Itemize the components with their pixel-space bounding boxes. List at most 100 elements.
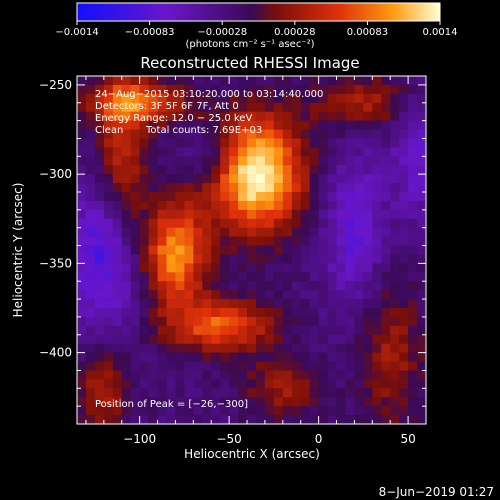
heatmap-cell: [157, 102, 167, 112]
heatmap-cell: [112, 388, 123, 398]
heatmap-cell: [193, 299, 203, 309]
heatmap-cell: [148, 379, 158, 389]
heatmap-cell: [220, 245, 230, 255]
heatmap-cell: [291, 370, 302, 380]
heatmap-cell: [309, 370, 319, 380]
heatmap-cell: [390, 388, 400, 398]
heatmap-cell: [390, 343, 400, 353]
x-axis-label: Heliocentric X (arcsec): [184, 447, 320, 461]
heatmap-cell: [247, 308, 257, 318]
heatmap-cell: [417, 254, 427, 264]
heatmap-cell: [139, 397, 149, 407]
heatmap-cell: [175, 200, 185, 211]
heatmap-cell: [363, 84, 373, 95]
heatmap-cell: [309, 102, 319, 112]
heatmap-cell: [130, 272, 140, 282]
heatmap-cell: [247, 299, 257, 309]
heatmap-cell: [372, 183, 382, 193]
heatmap-cell: [148, 111, 158, 121]
heatmap-cell: [85, 209, 96, 220]
heatmap: [77, 76, 427, 425]
heatmap-cell: [381, 299, 391, 309]
heatmap-cell: [175, 263, 185, 273]
heatmap-cell: [327, 209, 337, 220]
heatmap-cell: [85, 236, 96, 246]
heatmap-cell: [354, 388, 364, 398]
heatmap-cell: [282, 165, 293, 175]
heatmap-cell: [345, 308, 355, 318]
heatmap-cell: [184, 192, 194, 202]
heatmap-cell: [390, 174, 400, 184]
heatmap-cell: [166, 263, 176, 273]
heatmap-cell: [264, 129, 275, 139]
heatmap-cell: [229, 272, 239, 282]
heatmap-cell: [408, 156, 418, 166]
heatmap-cell: [291, 174, 302, 184]
heatmap-cell: [157, 281, 167, 291]
heatmap-cell: [300, 406, 310, 416]
heatmap-cell: [139, 183, 149, 193]
heatmap-cell: [336, 343, 346, 353]
heatmap-cell: [77, 325, 87, 336]
heatmap-cell: [318, 218, 328, 228]
heatmap-cell: [255, 397, 266, 407]
heatmap-cell: [157, 111, 167, 121]
heatmap-cell: [148, 352, 158, 362]
heatmap-cell: [130, 290, 140, 300]
heatmap-cell: [390, 415, 400, 425]
heatmap-cell: [148, 165, 158, 175]
heatmap-cell: [130, 361, 140, 371]
heatmap-cell: [175, 236, 185, 246]
heatmap-cell: [255, 308, 266, 318]
heatmap-cell: [184, 174, 194, 184]
heatmap-cell: [381, 129, 391, 139]
heatmap-cell: [85, 165, 96, 175]
heatmap-cell: [345, 361, 355, 371]
heatmap-cell: [94, 200, 105, 211]
heatmap-cell: [264, 218, 275, 228]
heatmap-cell: [372, 254, 382, 264]
heatmap-cell: [255, 379, 266, 389]
heatmap-cell: [112, 281, 123, 291]
heatmap-cell: [381, 218, 391, 228]
heatmap-cell: [103, 209, 114, 220]
heatmap-cell: [264, 272, 275, 282]
heatmap-cell: [408, 147, 418, 157]
heatmap-cell: [175, 93, 185, 104]
heatmap-cell: [94, 156, 105, 166]
heatmap-cell: [345, 263, 355, 273]
heatmap-cell: [399, 165, 409, 175]
heatmap-cell: [184, 281, 194, 291]
heatmap-cell: [247, 209, 257, 220]
heatmap-cell: [300, 290, 310, 300]
heatmap-cell: [354, 236, 364, 246]
heatmap-cell: [211, 415, 221, 425]
heatmap-cell: [318, 192, 328, 202]
heatmap-cell: [157, 343, 167, 353]
heatmap-cell: [148, 263, 158, 273]
heatmap-cell: [238, 370, 248, 380]
heatmap-cell: [381, 120, 391, 130]
heatmap-cell: [300, 254, 310, 264]
heatmap-cell: [166, 156, 176, 166]
heatmap-cell: [417, 93, 427, 104]
heatmap-cell: [229, 352, 239, 362]
heatmap-cell: [220, 325, 230, 336]
heatmap-cell: [318, 379, 328, 389]
heatmap-cell: [211, 209, 221, 220]
heatmap-cell: [363, 93, 373, 104]
heatmap-cell: [220, 316, 230, 327]
heatmap-cell: [345, 183, 355, 193]
heatmap-cell: [77, 361, 87, 371]
heatmap-cell: [390, 183, 400, 193]
heatmap-cell: [166, 316, 176, 327]
heatmap-cell: [336, 174, 346, 184]
heatmap-cell: [399, 361, 409, 371]
heatmap-cell: [112, 138, 123, 148]
heatmap-cell: [255, 129, 266, 139]
heatmap-cell: [282, 174, 293, 184]
heatmap-cell: [255, 183, 266, 193]
heatmap-cell: [264, 93, 275, 104]
heatmap-cell: [193, 272, 203, 282]
heatmap-cell: [184, 415, 194, 425]
